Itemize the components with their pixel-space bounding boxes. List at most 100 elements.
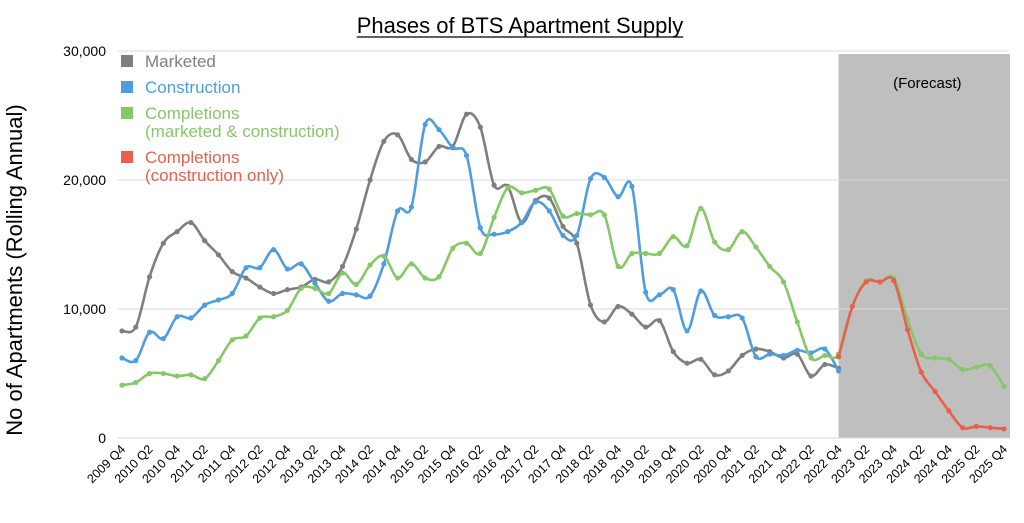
data-point <box>918 351 924 357</box>
data-point <box>215 297 222 303</box>
data-point <box>560 232 566 239</box>
data-point <box>904 327 911 333</box>
data-point <box>146 329 153 335</box>
data-point <box>326 298 332 304</box>
data-point <box>629 183 635 190</box>
data-point <box>519 190 525 196</box>
data-point <box>326 279 332 285</box>
data-point <box>270 290 277 297</box>
data-point <box>436 143 442 150</box>
data-point <box>973 423 980 429</box>
data-point <box>146 370 153 377</box>
series-3 <box>836 276 1007 432</box>
legend-label: (construction only) <box>145 166 284 185</box>
data-point <box>353 281 359 288</box>
y-tick-label: 10,000 <box>63 301 106 317</box>
data-point <box>436 274 442 280</box>
data-point <box>408 156 415 162</box>
data-point <box>519 219 525 226</box>
legend-label: Marketed <box>145 52 216 71</box>
data-point <box>987 363 993 369</box>
data-point <box>836 368 842 374</box>
data-point <box>202 238 208 244</box>
data-point <box>601 212 607 218</box>
data-point <box>808 355 814 361</box>
data-point <box>450 145 456 151</box>
data-point <box>725 247 731 253</box>
data-point <box>877 279 883 285</box>
data-point <box>381 138 387 144</box>
data-point <box>491 214 497 221</box>
data-point <box>395 208 401 214</box>
data-point <box>656 250 663 257</box>
data-point <box>463 240 470 246</box>
data-point <box>780 279 787 285</box>
data-point <box>794 319 800 325</box>
data-point <box>229 337 235 343</box>
y-tick-label: 20,000 <box>63 172 106 188</box>
data-point <box>587 176 594 182</box>
data-point <box>160 370 166 377</box>
data-point <box>215 358 222 364</box>
data-point <box>202 376 208 382</box>
grid-lines <box>118 50 1008 439</box>
data-point <box>215 252 222 258</box>
data-point <box>477 225 483 231</box>
data-point <box>477 250 483 257</box>
data-point <box>615 263 621 270</box>
data-point <box>422 275 428 281</box>
data-point <box>725 314 731 320</box>
data-point <box>574 240 580 246</box>
data-point <box>532 199 539 205</box>
data-point <box>698 205 704 211</box>
data-point <box>491 231 497 237</box>
data-point <box>367 177 373 183</box>
data-point <box>587 302 594 308</box>
data-point <box>987 425 993 431</box>
data-point <box>395 275 401 281</box>
data-point <box>891 278 897 284</box>
data-point <box>284 287 290 293</box>
data-point <box>339 290 346 297</box>
data-point <box>767 351 773 357</box>
data-point <box>312 280 318 286</box>
data-point <box>574 232 580 239</box>
series-1 <box>119 118 842 374</box>
data-point <box>381 261 387 267</box>
data-point <box>711 312 718 319</box>
data-point <box>160 336 166 342</box>
data-point <box>505 185 511 191</box>
data-point <box>188 315 194 321</box>
data-point <box>615 303 621 310</box>
data-point <box>574 210 580 217</box>
data-point <box>711 372 718 378</box>
y-axis-label: No of Apartments (Rolling Annual) <box>2 104 27 435</box>
data-point <box>780 352 787 359</box>
legend-label: Completions <box>145 148 240 167</box>
legend-marker <box>121 107 133 119</box>
data-point <box>629 250 635 257</box>
legend-label: Construction <box>145 78 240 97</box>
data-point <box>822 346 828 352</box>
series-layer <box>119 111 1007 432</box>
data-point <box>243 265 249 271</box>
data-point <box>160 240 166 246</box>
data-point <box>863 279 869 285</box>
data-point <box>601 174 607 181</box>
data-point <box>491 182 497 188</box>
data-point <box>367 293 373 299</box>
data-point <box>753 346 759 352</box>
chart-title: Phases of BTS Apartment Supply <box>357 13 684 38</box>
data-point <box>463 152 470 159</box>
data-point <box>339 263 346 270</box>
data-point <box>725 368 731 374</box>
data-point <box>188 372 194 378</box>
data-point <box>546 208 552 214</box>
data-point <box>353 226 359 232</box>
data-point <box>670 287 676 293</box>
forecast-label: (Forecast) <box>893 75 961 92</box>
y-tick-label: 30,000 <box>63 43 106 59</box>
data-point <box>739 352 745 359</box>
data-point <box>698 288 704 294</box>
data-point <box>670 234 676 240</box>
